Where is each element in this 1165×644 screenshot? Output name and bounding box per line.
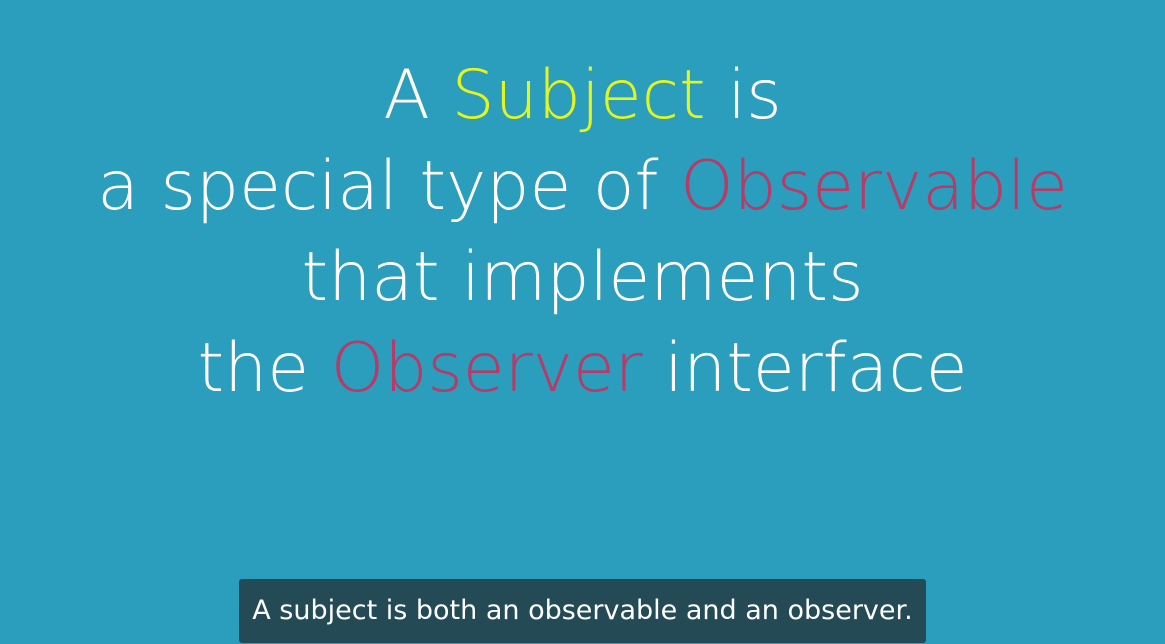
line-2-prefix: a special type of: [97, 147, 659, 226]
word-a: A: [383, 56, 430, 135]
headline-line-1: A Subject is: [0, 50, 1165, 141]
headline-line-3: that implements: [0, 232, 1165, 323]
word-interface: interface: [664, 329, 968, 408]
word-the: the: [197, 329, 310, 408]
headline-line-4: the Observer interface: [0, 323, 1165, 414]
highlight-subject: Subject: [451, 56, 706, 135]
caption-area: A subject is both an observable and an o…: [0, 579, 1165, 643]
headline-line-2: a special type of Observable: [0, 141, 1165, 232]
slide-headline: A Subject is a special type of Observabl…: [0, 50, 1165, 414]
line-3-text: that implements: [301, 238, 864, 317]
highlight-observer: Observer: [330, 329, 643, 408]
highlight-observable: Observable: [680, 147, 1068, 226]
word-is: is: [727, 56, 782, 135]
subtitle-caption: A subject is both an observable and an o…: [239, 579, 926, 643]
